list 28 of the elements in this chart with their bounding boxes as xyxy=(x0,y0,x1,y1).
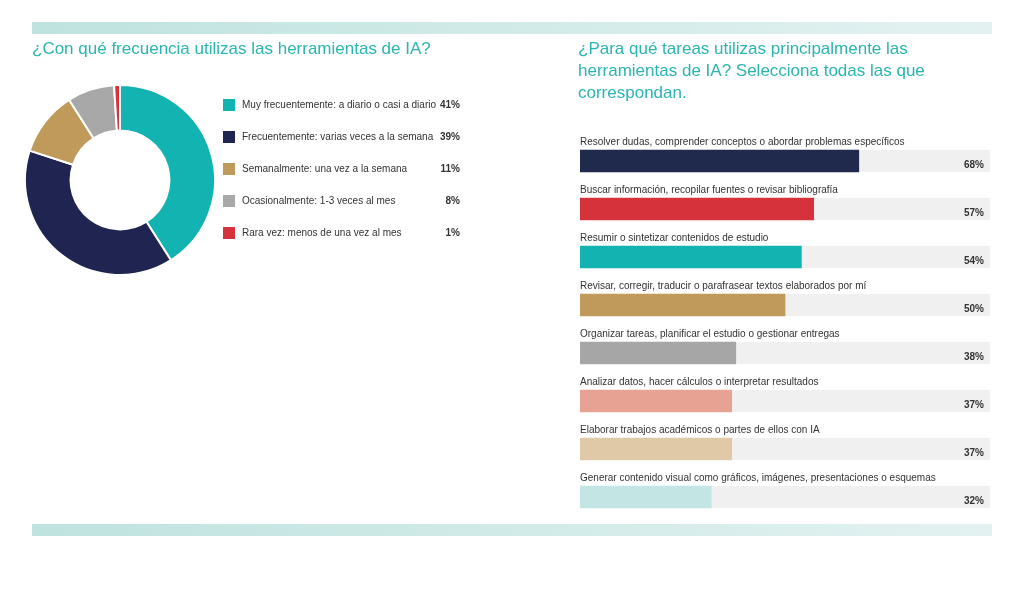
data-label: 50% xyxy=(963,302,985,314)
data-label: 11% xyxy=(440,162,461,174)
data-label: 68% xyxy=(963,158,985,170)
chart-title: ¿Para qué tareas utilizas principalmente las herramientas de IA? Selecciona todas las que correspondan. xyxy=(578,38,926,104)
data-label: 38% xyxy=(963,350,985,362)
category-label: Analizar datos, hacer cálculos o interpretar resultados xyxy=(580,375,819,387)
data-label: 37% xyxy=(963,398,985,410)
category-label: Elaborar trabajos académicos o partes de ellos con IA xyxy=(580,423,820,435)
category-label: Revisar, corregir, traducir o parafrasear textos elaborados por mí xyxy=(580,279,867,291)
category-label: Resolver dudas, comprender conceptos o abordar problemas específicos xyxy=(580,135,905,147)
data-label: 57% xyxy=(963,206,985,218)
data-label: 1% xyxy=(445,226,461,238)
legend-label: Frecuentemente: varias veces a la semana xyxy=(242,130,434,142)
data-label: 39% xyxy=(439,130,461,142)
legend-label: Ocasionalmente: 1-3 veces al mes xyxy=(242,194,396,206)
data-label: 54% xyxy=(963,254,985,266)
category-label: Buscar información, recopilar fuentes o revisar bibliografía xyxy=(580,183,838,195)
category-label: Organizar tareas, planificar el estudio o gestionar entregas xyxy=(580,327,840,339)
data-label: 37% xyxy=(963,446,985,458)
legend-label: Muy frecuentemente: a diario o casi a diario xyxy=(242,98,437,110)
chart-title: ¿Con qué frecuencia utilizas las herramientas de IA? xyxy=(32,38,432,60)
category-label: Resumir o sintetizar contenidos de estudio xyxy=(580,231,769,243)
legend-label: Semanalmente: una vez a la semana xyxy=(242,162,408,174)
data-label: 8% xyxy=(445,194,461,206)
category-label: Generar contenido visual como gráficos, imágenes, presentaciones o esquemas xyxy=(580,471,936,483)
data-label: 41% xyxy=(439,98,461,110)
data-label: 32% xyxy=(963,494,985,506)
legend-label: Rara vez: menos de una vez al mes xyxy=(242,226,402,238)
